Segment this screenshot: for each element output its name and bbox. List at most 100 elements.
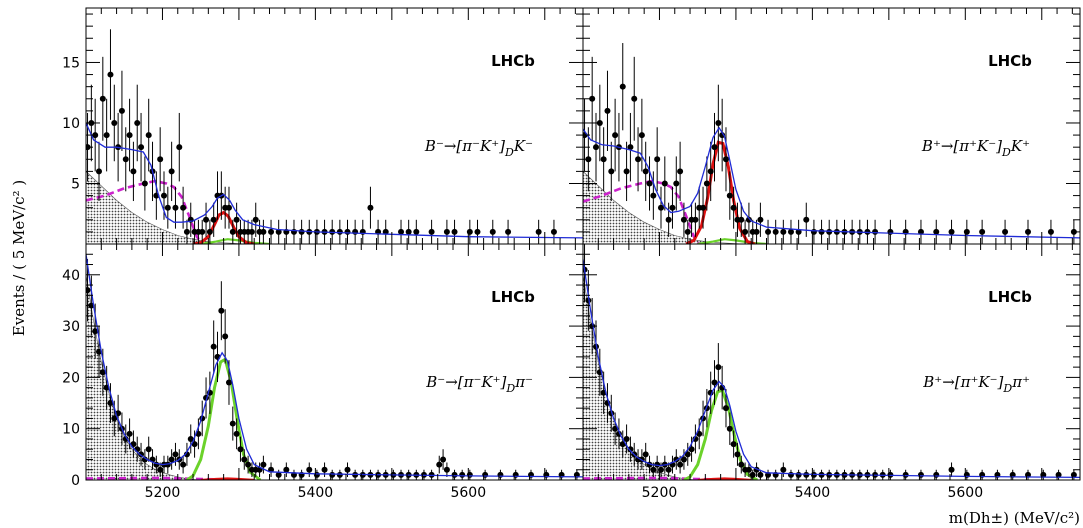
data-marker [726,425,733,432]
data-point [268,462,275,477]
data-marker [248,228,255,235]
data-point [321,462,328,477]
data-point [963,469,970,480]
data-point [803,202,810,237]
y-tick-label: 10 [62,116,80,132]
y-tick-label: 30 [62,319,80,335]
data-point [745,462,752,477]
plot-area [583,43,1080,244]
data-point [734,442,741,466]
data-marker [225,204,232,211]
data-marker [352,228,359,235]
data-point [107,29,114,120]
data-marker [715,364,722,371]
data-marker [692,216,699,223]
data-point [134,84,141,162]
data-marker [917,471,924,478]
data-point [627,112,634,182]
data-marker [654,156,661,163]
data-marker [730,441,737,448]
data-point [126,98,133,172]
data-marker [275,228,282,235]
data-marker [497,471,504,478]
data-point [726,171,733,220]
data-point [103,98,110,172]
data-marker [95,168,102,175]
data-point [298,469,305,480]
data-point [187,424,194,454]
data-marker [803,471,810,478]
data-marker [803,216,810,223]
data-marker [550,228,557,235]
data-point [592,112,599,182]
data-point [466,469,473,480]
data-point [872,219,879,244]
data-marker [199,228,206,235]
data-marker [795,228,802,235]
data-point [252,202,259,237]
data-marker [772,228,779,235]
data-marker [233,430,240,437]
data-point [703,156,710,211]
data-point [382,219,389,244]
data-point [635,127,642,192]
data-marker [145,446,152,453]
data-marker [466,471,473,478]
data-marker [336,471,343,478]
data-marker [765,228,772,235]
data-marker [107,400,114,407]
panel-frame [85,243,584,481]
data-marker [344,466,351,473]
data-point [623,424,630,454]
cross-feed-curve [697,477,752,480]
data-marker [623,168,630,175]
data-marker [715,119,722,126]
panel-bottom-left: 0 10 20 30 40 5200 5400 5600 LHCb B⁻→[π⁻K⁺]Dπ⁻ [62,243,584,501]
data-point [933,219,940,244]
data-marker [657,466,664,473]
data-point [688,436,695,462]
data-point [168,141,175,202]
data-marker [596,119,603,126]
data-point [233,202,240,237]
data-marker [145,132,152,139]
data-point [810,219,817,244]
data-point [677,141,684,202]
data-marker [722,405,729,412]
data-point [130,141,137,202]
data-point [684,219,691,244]
data-point [787,469,794,480]
partial-reco-curve [86,179,204,244]
data-point [589,56,596,141]
data-point [711,112,718,182]
data-marker [535,228,542,235]
panel-frame [582,7,1081,245]
panel-top-left: 5 10 15 LHCb B⁻→[π⁻K⁺]DK⁻ [62,7,584,245]
data-marker [183,228,190,235]
experiment-label: LHCb [491,288,535,306]
data-point [543,469,550,480]
data-marker [436,461,443,468]
panel-frame [85,7,584,245]
data-marker [172,204,179,211]
data-marker [329,471,336,478]
data-marker [1025,228,1032,235]
data-point [608,141,615,202]
data-marker [229,228,236,235]
plot-area [583,244,1080,480]
data-marker [734,451,741,458]
data-point [948,462,955,477]
data-point [558,469,565,480]
data-point [138,112,145,182]
experiment-label: LHCb [988,288,1032,306]
data-marker [180,461,187,468]
data-marker [183,451,190,458]
data-marker [787,471,794,478]
data-point [306,462,313,477]
data-point [352,219,359,244]
data-point [722,127,729,192]
data-marker [138,144,145,151]
data-marker [757,216,764,223]
data-marker [134,119,141,126]
data-marker [122,435,129,442]
